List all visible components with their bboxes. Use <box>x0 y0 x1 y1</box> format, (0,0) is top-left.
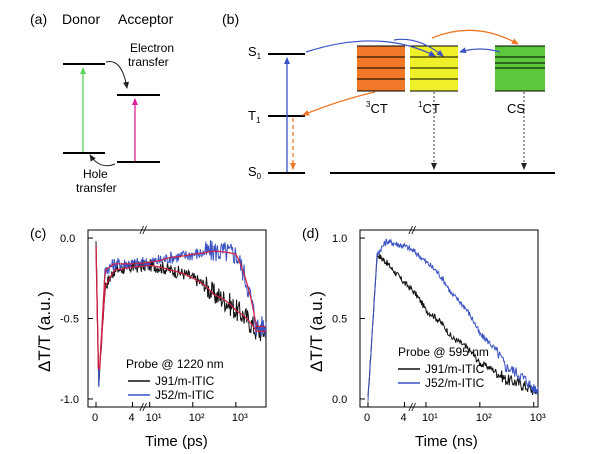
state-cs-label: CS <box>507 101 525 116</box>
panel-d-ytick-label-1: 0.5 <box>332 314 347 326</box>
state-1ct: 1CT <box>410 45 458 116</box>
panel-d-legend-title: Probe @ 595 nm <box>398 345 489 359</box>
panel-c-legend-1: J91/m-ITIC <box>155 374 215 388</box>
electron-transfer-label-1: Electron <box>130 41 174 55</box>
panel-d-ylabel: ΔT/T (a.u.) <box>307 291 326 372</box>
t1-label: T1 <box>248 108 261 125</box>
s0-label: S0 <box>248 164 262 181</box>
panel-d-series-1 <box>367 253 539 397</box>
panel-c-legend-2: J52/m-ITIC <box>155 388 215 402</box>
panel-c-ticks: 0 4 10¹ 10² 10³ 0.0 -0.5 -1.0 <box>60 233 248 424</box>
state-3ct-label: 3CT <box>366 100 388 116</box>
acceptor-label: Acceptor <box>118 11 174 27</box>
panel-c-ytick-label-0: 0.0 <box>60 233 75 245</box>
panel-d-ticks: 0 4 10¹ 10² 10³ 1.0 0.5 0.0 <box>332 233 546 424</box>
panel-b: (b) S1 T1 S0 3CT 1CT <box>222 11 555 181</box>
electron-transfer-arrow <box>105 61 129 89</box>
panel-b-label: (b) <box>222 11 239 27</box>
3ct-to-t1-arrow <box>302 91 376 116</box>
3ct-to-1ct-arrow <box>393 38 444 57</box>
panel-d-series-2 <box>367 238 539 402</box>
panel-c-ylabel: ΔT/T (a.u.) <box>35 291 54 372</box>
panel-c: (c) 0 4 10¹ 10² 10³ 0.0 -0.5 -1.0 // // ΔT/T (a… <box>30 225 267 450</box>
s1-label: S1 <box>248 44 262 61</box>
panel-d-ytick-label-2: 0.0 <box>332 394 347 406</box>
panel-d-legend-1: J91/m-ITIC <box>425 362 485 376</box>
state-3ct: 3CT <box>357 45 405 116</box>
panel-c-series-2 <box>95 240 267 387</box>
hole-transfer-label-1: Hole <box>83 167 108 181</box>
panel-c-top-break: // <box>139 225 147 237</box>
panel-c-fit-1 <box>95 246 266 371</box>
hole-transfer-label-2: transfer <box>76 181 117 195</box>
panel-d-xtick-label-4: 10³ <box>530 412 546 424</box>
panel-c-xtick-label-1: 4 <box>129 412 135 424</box>
panel-d-xtick-label-1: 4 <box>401 412 407 424</box>
panel-d-xlabel: Time (ns) <box>415 433 478 450</box>
panel-d: (d) 0 4 10¹ 10² 10³ 1.0 0.5 0.0 // // ΔT/T (a.u… <box>302 225 546 450</box>
panel-d-label: (d) <box>302 225 319 241</box>
state-1ct-label: 1CT <box>418 100 440 116</box>
panel-d-legend-2: J52/m-ITIC <box>425 376 485 390</box>
panel-c-legend-title: Probe @ 1220 nm <box>126 357 224 371</box>
hole-transfer-arrow <box>89 154 116 167</box>
s1-to-1ct-arrow <box>305 40 436 57</box>
panel-c-xlabel: Time (ps) <box>145 433 208 450</box>
panel-d-series <box>367 238 539 402</box>
panel-d-xtick-label-2: 10¹ <box>422 412 438 424</box>
panel-c-xtick-label-3: 10² <box>189 412 205 424</box>
panel-c-fit-2 <box>95 246 266 369</box>
panel-a-label: (a) <box>30 11 47 27</box>
electron-transfer-label-2: transfer <box>128 55 169 69</box>
panel-d-xtick-label-0: 0 <box>364 412 370 424</box>
donor-label: Donor <box>62 11 100 27</box>
panel-c-series <box>95 240 267 387</box>
panel-c-bottom-break: // <box>139 402 147 414</box>
panel-a: (a) Donor Acceptor Electron transfer Hol… <box>30 11 174 195</box>
panel-c-xtick-label-0: 0 <box>92 412 98 424</box>
panel-d-ytick-label-0: 1.0 <box>332 233 347 245</box>
panel-d-bottom-break: // <box>408 402 416 414</box>
panel-c-ytick-label-1: -0.5 <box>60 314 79 326</box>
cs-to-1ct-arrow <box>459 47 501 54</box>
panel-d-xtick-label-3: 10² <box>476 412 492 424</box>
panel-c-label: (c) <box>30 225 46 241</box>
state-cs: CS <box>495 45 545 116</box>
panel-c-xtick-label-2: 10¹ <box>146 412 162 424</box>
panel-c-xtick-label-4: 10³ <box>232 412 248 424</box>
panel-d-top-break: // <box>408 225 416 237</box>
1ct-to-cs-arrow <box>431 29 519 45</box>
panel-c-ytick-label-2: -1.0 <box>60 394 79 406</box>
